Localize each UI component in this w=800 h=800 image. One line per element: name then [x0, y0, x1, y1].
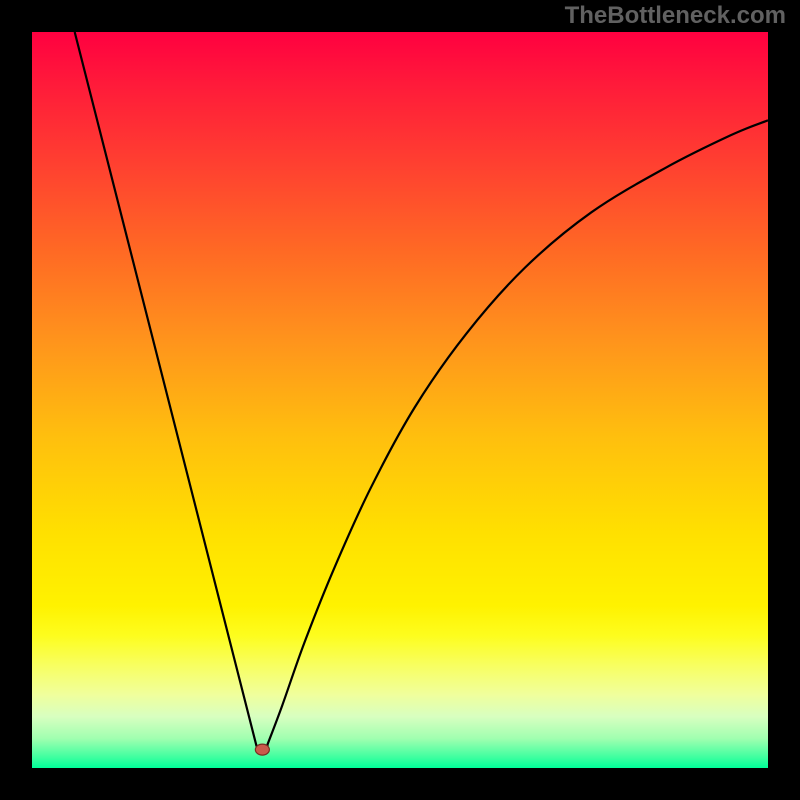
watermark: TheBottleneck.com: [565, 2, 786, 30]
optimum-marker: [255, 744, 269, 755]
bottleneck-chart: [0, 0, 800, 800]
plot-background: [32, 32, 768, 768]
chart-container: { "watermark": { "text": "TheBottleneck.…: [0, 0, 800, 800]
